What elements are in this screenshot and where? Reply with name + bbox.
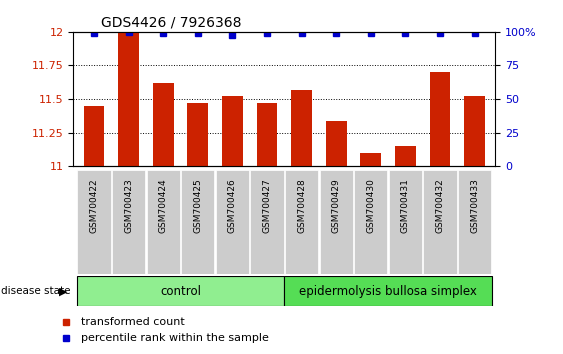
- Bar: [153, 83, 173, 166]
- Text: percentile rank within the sample: percentile rank within the sample: [82, 333, 269, 343]
- FancyBboxPatch shape: [389, 170, 422, 274]
- Text: GSM700429: GSM700429: [332, 178, 341, 233]
- Text: GSM700432: GSM700432: [436, 178, 445, 233]
- FancyBboxPatch shape: [285, 170, 318, 274]
- Bar: [395, 146, 416, 166]
- Bar: [118, 33, 139, 166]
- Text: ▶: ▶: [59, 286, 68, 296]
- FancyBboxPatch shape: [458, 170, 491, 274]
- Text: epidermolysis bullosa simplex: epidermolysis bullosa simplex: [299, 285, 477, 298]
- Bar: [326, 121, 347, 166]
- FancyBboxPatch shape: [251, 170, 284, 274]
- FancyBboxPatch shape: [77, 170, 110, 274]
- FancyBboxPatch shape: [146, 170, 180, 274]
- Text: GSM700425: GSM700425: [193, 178, 202, 233]
- Text: GSM700424: GSM700424: [159, 178, 168, 233]
- Bar: [83, 106, 104, 166]
- Text: GSM700428: GSM700428: [297, 178, 306, 233]
- FancyBboxPatch shape: [354, 170, 387, 274]
- Bar: [187, 103, 208, 166]
- FancyBboxPatch shape: [77, 276, 284, 306]
- Text: disease state: disease state: [1, 286, 70, 296]
- Text: GSM700433: GSM700433: [470, 178, 479, 233]
- FancyBboxPatch shape: [181, 170, 215, 274]
- Bar: [430, 72, 450, 166]
- Text: GSM700422: GSM700422: [90, 178, 99, 233]
- Text: GSM700430: GSM700430: [367, 178, 376, 233]
- Bar: [257, 103, 278, 166]
- Text: GDS4426 / 7926368: GDS4426 / 7926368: [101, 16, 242, 30]
- Text: GSM700431: GSM700431: [401, 178, 410, 233]
- Text: transformed count: transformed count: [82, 317, 185, 327]
- Bar: [360, 153, 381, 166]
- FancyBboxPatch shape: [320, 170, 353, 274]
- FancyBboxPatch shape: [112, 170, 145, 274]
- Bar: [291, 90, 312, 166]
- FancyBboxPatch shape: [284, 276, 492, 306]
- Text: GSM700426: GSM700426: [228, 178, 237, 233]
- Text: GSM700423: GSM700423: [124, 178, 133, 233]
- FancyBboxPatch shape: [216, 170, 249, 274]
- Bar: [464, 96, 485, 166]
- Bar: [222, 96, 243, 166]
- FancyBboxPatch shape: [423, 170, 457, 274]
- Text: control: control: [160, 285, 201, 298]
- Text: GSM700427: GSM700427: [262, 178, 271, 233]
